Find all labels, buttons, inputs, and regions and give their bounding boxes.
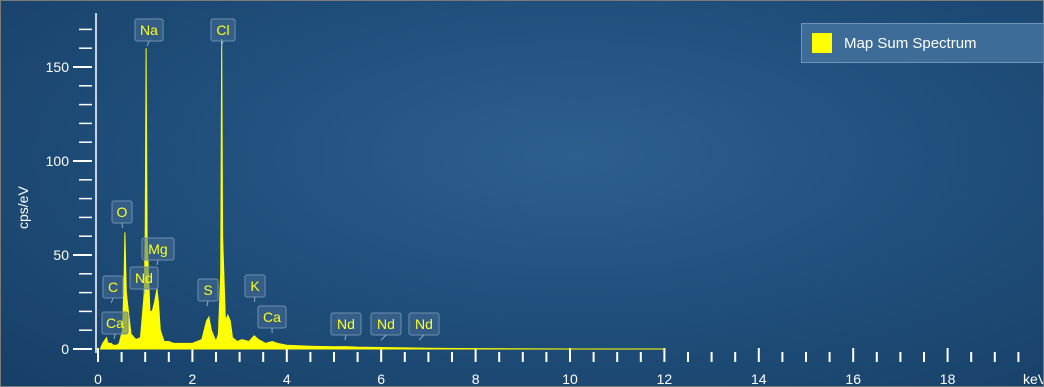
peak-label-text: Cl — [216, 22, 229, 38]
x-tick-label: 12 — [657, 371, 673, 386]
peak-label: Cl — [210, 18, 236, 47]
x-tick-label: 10 — [562, 371, 578, 386]
x-tick-label: 8 — [472, 371, 480, 386]
peak-label: Ca — [101, 311, 129, 340]
peak-label-text: Ca — [106, 315, 124, 331]
peak-label-pointer — [146, 40, 150, 47]
peak-label-pointer — [113, 333, 116, 340]
x-axis-label: keV — [1023, 371, 1043, 386]
x-tick-label: 4 — [283, 371, 291, 386]
x-tick-label: 18 — [940, 371, 956, 386]
y-tick-label: 0 — [61, 341, 69, 357]
y-axis-label: cps/eV — [15, 186, 31, 229]
peak-label-text: Mg — [148, 241, 167, 257]
x-tick-label: 2 — [189, 371, 197, 386]
peak-label-pointer — [121, 222, 124, 229]
x-axis: 0 2 4 6 8 10 12 14 16 18 — [94, 348, 1020, 386]
peak-label-pointer — [344, 334, 347, 341]
peak-label-text: Nd — [337, 316, 355, 332]
x-tick-label: 6 — [377, 371, 385, 386]
peak-label-text: Nd — [377, 316, 395, 332]
x-tick-label: 14 — [751, 371, 767, 386]
peak-label: Mg — [141, 237, 175, 266]
y-tick-label: 150 — [46, 59, 70, 75]
peak-label: Ca — [257, 305, 287, 334]
legend[interactable]: Map Sum Spectrum — [801, 23, 1043, 63]
peak-label: K — [244, 274, 266, 303]
peak-label-text: Nd — [415, 316, 433, 332]
y-tick-label: 100 — [46, 153, 70, 169]
peak-label: Na — [134, 18, 164, 47]
peak-label-text: O — [117, 204, 128, 220]
x-tick-label: 16 — [845, 371, 861, 386]
peak-label: C — [102, 275, 124, 304]
peak-label: O — [111, 200, 133, 229]
peak-label-pointer — [418, 334, 425, 341]
peak-label-text: Nd — [135, 270, 153, 286]
peak-label: Nd — [129, 266, 159, 295]
y-tick-label: 50 — [53, 247, 69, 263]
peak-label-pointer — [380, 334, 387, 341]
peak-label: Nd — [408, 312, 440, 341]
peak-label-pointer — [221, 40, 224, 47]
peak-label: S — [197, 278, 219, 307]
peak-label: Nd — [330, 312, 362, 341]
peak-label-text: S — [203, 282, 212, 298]
x-tick-label: 0 — [94, 371, 102, 386]
y-axis: 0 50 100 150 — [46, 13, 97, 357]
peak-label-pointer — [206, 300, 209, 307]
peak-label-text: C — [108, 279, 118, 295]
peak-label-pointer — [253, 296, 256, 303]
peak-label-text: Na — [140, 22, 158, 38]
peak-label: Nd — [370, 312, 402, 341]
legend-label: Map Sum Spectrum — [844, 34, 977, 52]
peak-label-text: K — [250, 278, 260, 294]
peak-label-pointer — [156, 259, 159, 266]
peak-label-text: Ca — [263, 309, 281, 325]
peak-label-pointer — [110, 297, 114, 304]
series-layer — [99, 38, 665, 350]
spectrum-series — [99, 38, 665, 350]
legend-swatch — [812, 33, 832, 53]
